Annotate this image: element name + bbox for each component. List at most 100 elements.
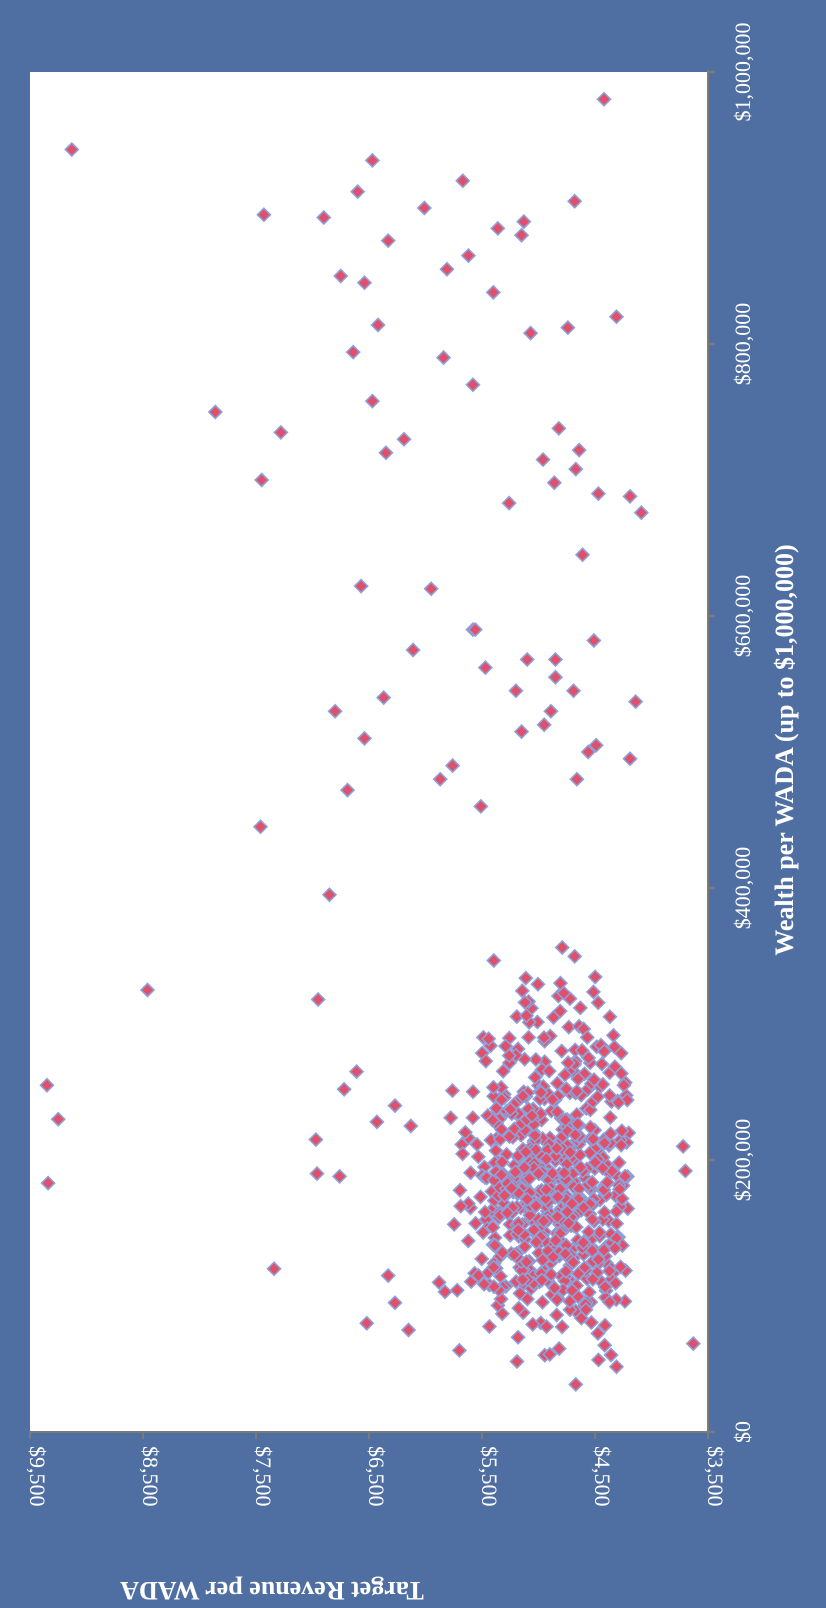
data-point xyxy=(387,1295,403,1311)
data-point xyxy=(336,1081,352,1097)
data-point xyxy=(535,451,551,468)
data-point xyxy=(308,1131,324,1148)
data-point xyxy=(517,1239,533,1255)
data-point xyxy=(536,1030,552,1046)
data-point xyxy=(353,578,369,594)
data-point xyxy=(356,275,373,291)
data-point xyxy=(254,472,270,488)
data-point xyxy=(503,1180,520,1196)
data-point xyxy=(613,1065,629,1082)
data-point xyxy=(509,1353,525,1370)
data-point xyxy=(590,1325,606,1341)
data-point xyxy=(568,461,584,477)
data-point xyxy=(602,1109,618,1126)
data-point xyxy=(547,669,564,685)
data-point xyxy=(575,1234,591,1251)
data-point xyxy=(455,173,471,189)
data-point xyxy=(538,1191,554,1207)
data-point xyxy=(622,751,638,767)
data-point xyxy=(497,1038,514,1054)
data-point xyxy=(549,1075,565,1091)
data-point xyxy=(576,1199,592,1216)
data-point xyxy=(597,1279,613,1295)
data-point xyxy=(580,1224,597,1240)
data-point xyxy=(611,1154,627,1171)
data-point xyxy=(449,1282,465,1298)
data-point xyxy=(586,632,602,649)
data-point xyxy=(602,1009,618,1025)
data-point xyxy=(517,994,533,1011)
data-point xyxy=(256,207,272,223)
data-point xyxy=(501,1128,518,1145)
data-point xyxy=(582,1119,599,1135)
data-point xyxy=(376,689,392,706)
data-point xyxy=(522,325,539,341)
data-point xyxy=(493,1092,510,1108)
data-point xyxy=(525,1316,541,1332)
data-point xyxy=(331,1168,348,1184)
data-point xyxy=(585,984,602,1000)
data-point xyxy=(541,1063,557,1079)
data-point xyxy=(470,1149,486,1165)
data-point xyxy=(608,1359,625,1375)
data-point xyxy=(327,703,343,719)
data-point xyxy=(465,1110,481,1126)
data-point xyxy=(530,1165,547,1182)
data-point xyxy=(603,1347,619,1363)
x-tick-label: $200,000 xyxy=(730,1119,755,1202)
data-point xyxy=(444,757,461,774)
data-point xyxy=(478,1053,494,1069)
data-point xyxy=(685,1335,701,1352)
data-point xyxy=(586,1072,602,1088)
data-point xyxy=(513,227,530,243)
data-point xyxy=(467,1215,484,1231)
data-point xyxy=(485,1219,501,1235)
data-point xyxy=(495,1063,511,1079)
data-point xyxy=(590,1251,607,1268)
data-point xyxy=(431,1274,447,1291)
data-point xyxy=(557,1112,574,1128)
y-tick-label: $8,500 xyxy=(138,1446,163,1507)
data-point xyxy=(562,1302,578,1318)
data-point xyxy=(551,1340,567,1357)
data-point xyxy=(465,377,481,393)
data-point xyxy=(475,1224,491,1241)
data-point xyxy=(493,1121,510,1138)
data-point xyxy=(543,1266,559,1283)
data-point xyxy=(446,1216,462,1232)
data-point xyxy=(612,1259,629,1275)
data-point xyxy=(528,1234,544,1250)
data-point xyxy=(524,1108,540,1124)
data-point xyxy=(437,1284,453,1300)
data-point xyxy=(588,737,604,753)
data-point xyxy=(370,317,386,333)
data-point xyxy=(544,1165,561,1182)
y-tick-label: $7,500 xyxy=(251,1446,276,1507)
data-point xyxy=(477,660,494,676)
data-point xyxy=(545,1009,562,1026)
data-point xyxy=(416,200,433,216)
data-point xyxy=(567,193,583,209)
data-point xyxy=(602,1126,619,1142)
data-point xyxy=(554,1319,570,1335)
data-point xyxy=(572,1000,588,1016)
data-point xyxy=(451,1342,468,1359)
data-point xyxy=(557,1067,573,1083)
data-point xyxy=(494,1154,510,1170)
data-point xyxy=(551,420,567,436)
data-point xyxy=(568,1376,584,1393)
data-point xyxy=(590,1352,607,1368)
data-point xyxy=(527,1127,543,1143)
data-point xyxy=(273,424,289,441)
data-point xyxy=(518,1008,535,1024)
data-point xyxy=(574,547,591,563)
data-point xyxy=(472,1189,489,1205)
data-point xyxy=(485,1079,502,1095)
data-point xyxy=(369,1114,385,1130)
data-point xyxy=(510,1222,526,1238)
data-point xyxy=(580,744,596,760)
data-point xyxy=(614,1123,630,1139)
data-point xyxy=(597,1317,613,1333)
data-point xyxy=(538,1181,554,1198)
data-point xyxy=(608,309,625,325)
